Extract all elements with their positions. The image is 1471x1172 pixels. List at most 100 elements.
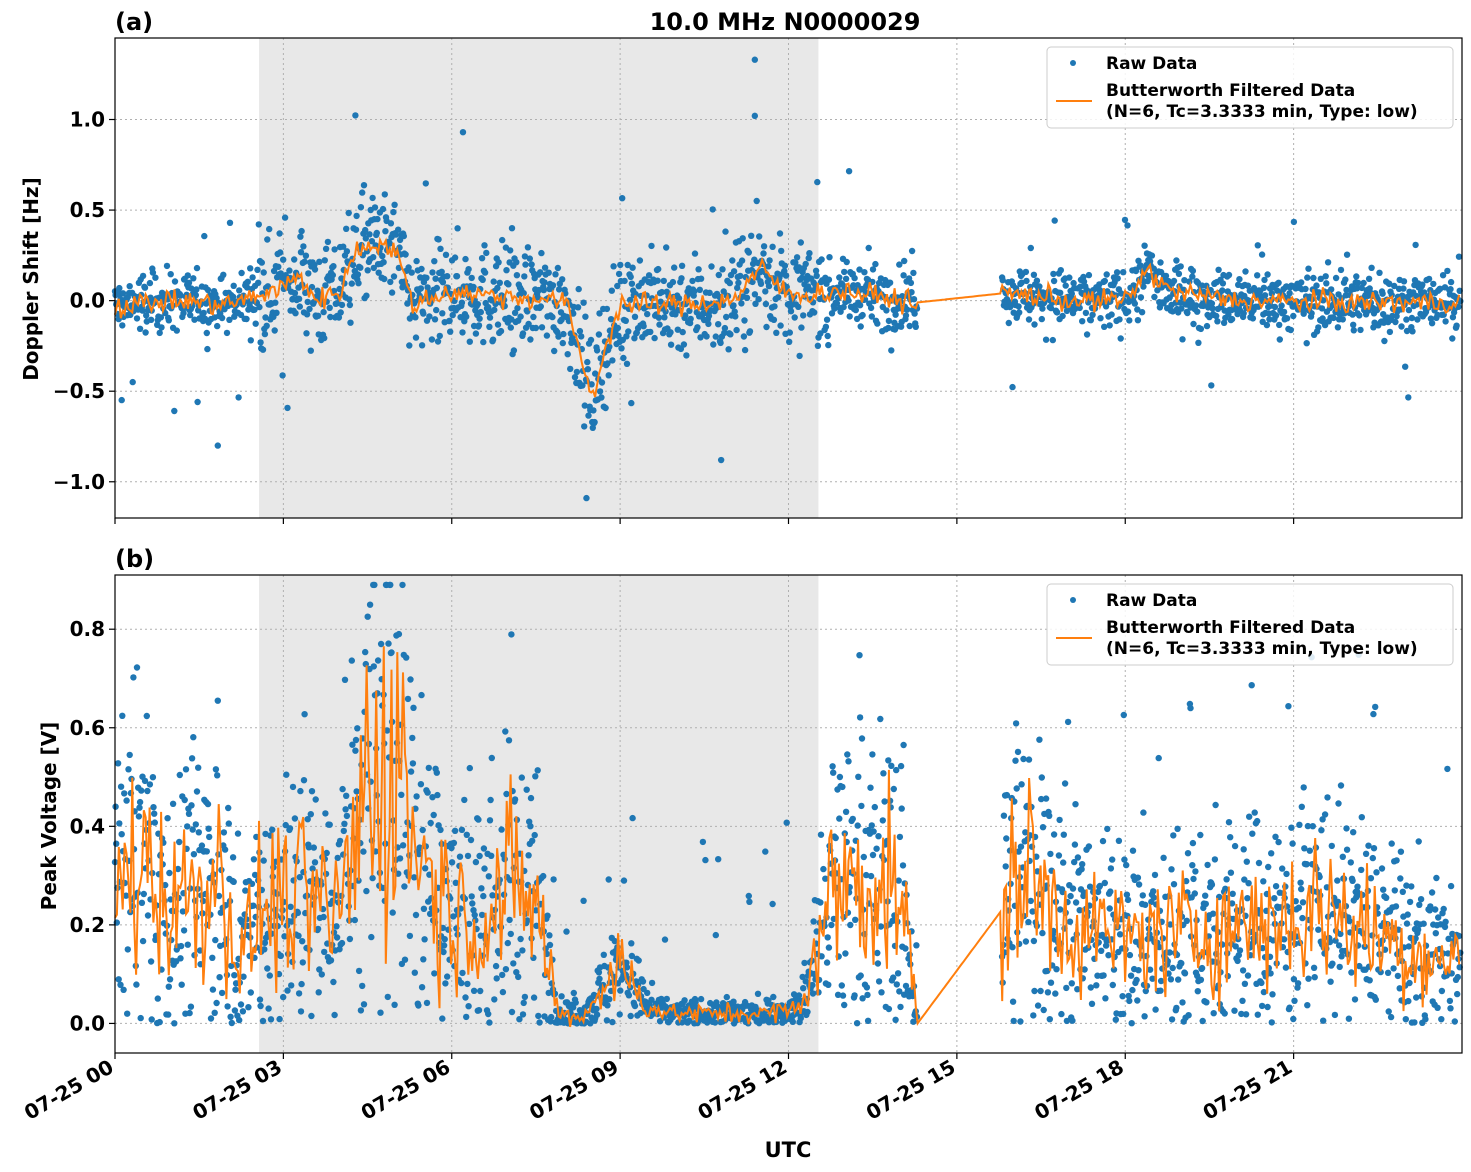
raw-data-point: [874, 949, 881, 957]
raw-data-point: [1400, 285, 1407, 292]
raw-data-point: [468, 893, 475, 900]
raw-data-point: [598, 394, 605, 401]
raw-data-point: [797, 1015, 804, 1022]
raw-data-point: [207, 1015, 215, 1022]
raw-data-point: [296, 303, 303, 310]
raw-data-point: [1225, 819, 1233, 826]
raw-data-point: [671, 264, 678, 271]
raw-data-point: [817, 899, 824, 906]
raw-data-point: [369, 874, 376, 882]
raw-data-point: [462, 255, 469, 263]
raw-data-point: [596, 310, 603, 317]
raw-data-point: [355, 967, 363, 975]
raw-data-point: [333, 923, 340, 930]
raw-data-point: [1275, 838, 1282, 846]
x-tick-label: 07-25 00: [20, 1055, 118, 1125]
raw-data-point: [1349, 877, 1356, 884]
raw-data-point: [327, 313, 334, 321]
raw-data-point: [1059, 312, 1066, 320]
raw-data-point: [524, 917, 531, 924]
raw-data-point: [1034, 1002, 1042, 1009]
raw-data-point: [825, 944, 833, 951]
raw-data-point: [874, 320, 881, 327]
raw-data-point: [605, 372, 612, 379]
raw-data-point: [379, 252, 386, 260]
raw-data-point: [1197, 831, 1204, 839]
raw-data-point: [1108, 311, 1115, 318]
raw-data-point: [349, 261, 357, 269]
raw-data-point: [1132, 267, 1140, 275]
raw-data-point: [1393, 857, 1400, 864]
raw-data-point: [1079, 318, 1086, 325]
raw-data-point: [679, 328, 686, 336]
raw-data-point: [1025, 918, 1032, 926]
raw-data-point: [863, 984, 871, 991]
raw-data-point: [260, 857, 267, 864]
raw-data-point: [1360, 279, 1367, 287]
raw-data-point: [1074, 854, 1082, 861]
raw-data-point: [503, 267, 510, 274]
raw-data-point: [420, 905, 428, 912]
raw-data-point: [297, 249, 305, 256]
raw-data-point: [1370, 710, 1377, 718]
legend-raw-label-a: Raw Data: [1106, 54, 1197, 74]
raw-data-point: [423, 274, 430, 281]
y-tick-label: 0.0: [70, 1011, 105, 1035]
raw-data-point: [901, 257, 908, 265]
raw-data-point: [395, 630, 403, 638]
raw-data-point: [226, 316, 233, 323]
raw-data-point: [276, 1015, 283, 1023]
raw-data-point: [364, 267, 371, 274]
raw-data-point: [1173, 257, 1180, 264]
raw-data-point: [284, 987, 291, 994]
raw-data-point: [1189, 862, 1196, 869]
raw-data-point: [1304, 1002, 1311, 1009]
raw-data-point: [494, 284, 501, 292]
raw-data-point: [1392, 318, 1399, 326]
raw-data-point: [316, 258, 323, 265]
raw-data-point: [559, 339, 566, 347]
raw-data-point: [204, 800, 212, 808]
raw-data-point: [1082, 309, 1090, 317]
raw-data-point: [902, 982, 910, 990]
raw-data-point: [353, 788, 360, 795]
raw-data-point: [1126, 997, 1133, 1005]
raw-data-point: [629, 264, 636, 271]
raw-data-point: [527, 794, 535, 802]
raw-data-point: [1315, 289, 1323, 296]
raw-data-point: [865, 244, 872, 252]
raw-data-point: [593, 1011, 601, 1018]
raw-data-point: [426, 871, 433, 878]
raw-data-point: [1254, 272, 1261, 279]
raw-data-point: [760, 250, 767, 257]
raw-data-point: [1156, 943, 1163, 951]
raw-data-point: [619, 195, 626, 202]
raw-data-point: [628, 940, 635, 947]
raw-data-point: [249, 274, 256, 281]
raw-data-point: [295, 932, 302, 939]
raw-data-point: [1183, 877, 1190, 885]
raw-data-point: [216, 974, 223, 981]
raw-data-point: [1046, 812, 1053, 819]
raw-data-point: [1350, 321, 1357, 328]
raw-data-point: [1399, 888, 1407, 895]
raw-data-point: [1003, 835, 1010, 842]
raw-data-point: [287, 903, 294, 910]
raw-data-point: [868, 313, 875, 320]
raw-data-point: [1369, 854, 1377, 862]
raw-data-point: [402, 251, 409, 258]
raw-data-point: [326, 304, 333, 311]
raw-data-point: [731, 308, 738, 315]
raw-data-point: [1251, 809, 1258, 816]
raw-data-point: [493, 975, 500, 982]
raw-data-point: [139, 937, 147, 945]
raw-data-point: [1151, 871, 1159, 879]
legend-filtered-label-a: Butterworth Filtered Data: [1106, 81, 1355, 101]
raw-data-point: [521, 253, 529, 260]
raw-data-point: [1179, 336, 1186, 343]
raw-data-point: [164, 815, 171, 822]
raw-data-point: [1052, 990, 1059, 997]
raw-data-point: [800, 312, 807, 319]
raw-data-point: [762, 848, 769, 855]
raw-data-point: [1030, 937, 1038, 945]
